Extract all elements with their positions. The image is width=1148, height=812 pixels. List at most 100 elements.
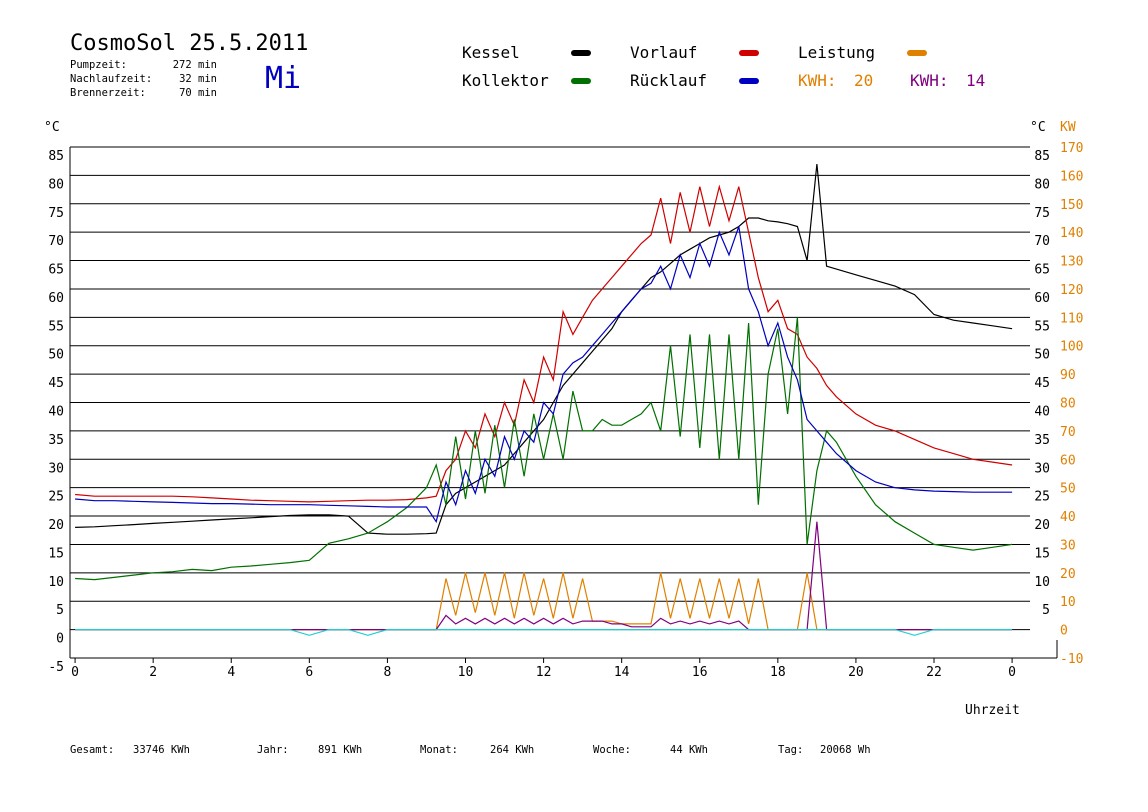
kwh-label: KWH: — [910, 71, 949, 90]
y-right-tick-label: 80 — [1034, 177, 1050, 192]
x-tick-label: 16 — [692, 665, 708, 680]
x-tick-label: 0 — [1008, 665, 1016, 680]
y-tick-label: 25 — [48, 490, 64, 505]
x-tick-label: 18 — [770, 665, 786, 680]
y-tick-label: 70 — [48, 234, 64, 249]
y-tick-label: 45 — [48, 376, 64, 391]
y-tick-label: 80 — [48, 177, 64, 192]
stat-value: 272 min — [173, 59, 217, 71]
series-line — [75, 317, 1013, 581]
legend-label: Kessel — [462, 43, 520, 62]
legend-label: Vorlauf — [630, 43, 697, 62]
y2-tick-label: 90 — [1060, 368, 1076, 383]
y-tick-label: 50 — [48, 348, 64, 363]
y-tick-label: 35 — [48, 433, 64, 448]
y2-tick-label: 0 — [1060, 624, 1068, 639]
footer-value: 891 KWh — [318, 744, 362, 756]
y-right-tick-label: 25 — [1034, 490, 1050, 505]
y-tick-label: 85 — [48, 149, 64, 164]
y-tick-label: 10 — [48, 575, 64, 590]
y-right-tick-label: 65 — [1034, 263, 1050, 278]
stat-value: 70 min — [179, 87, 217, 99]
y-tick-label: -5 — [48, 660, 64, 675]
y2-tick-label: 40 — [1060, 510, 1076, 525]
y2-tick-label: -10 — [1060, 652, 1083, 667]
y2-tick-label: 110 — [1060, 311, 1083, 326]
footer-label: Gesamt: — [70, 744, 114, 756]
x-tick-label: 12 — [536, 665, 552, 680]
y2-tick-label: 70 — [1060, 425, 1076, 440]
y-right-tick-label: 50 — [1034, 348, 1050, 363]
y-tick-label: 55 — [48, 319, 64, 334]
x-tick-label: 0 — [71, 665, 79, 680]
y-right-tick-label: 5 — [1042, 603, 1050, 618]
stat-value: 32 min — [179, 73, 217, 85]
y-right-tick-label: 40 — [1034, 405, 1050, 420]
x-tick-label: 20 — [848, 665, 864, 680]
legend-label: Rücklauf — [630, 71, 707, 90]
footer-label: Jahr: — [257, 744, 289, 756]
x-tick-label: 10 — [458, 665, 474, 680]
y-tick-label: 65 — [48, 263, 64, 278]
footer-value: 264 KWh — [490, 744, 534, 756]
footer-label: Woche: — [593, 744, 631, 756]
y-tick-label: 20 — [48, 518, 64, 533]
series-line — [75, 226, 1013, 524]
y2-tick-label: 60 — [1060, 453, 1076, 468]
footer-value: 33746 KWh — [133, 744, 190, 756]
y-right-tick-label: 30 — [1034, 461, 1050, 476]
y-tick-label: 40 — [48, 405, 64, 420]
y2-tick-label: 170 — [1060, 141, 1083, 156]
legend-label: Leistung — [798, 43, 875, 62]
stat-label: Brennerzeit: — [70, 87, 146, 99]
series-line — [75, 521, 1013, 631]
x-tick-label: 22 — [926, 665, 942, 680]
x-tick-label: 4 — [227, 665, 235, 680]
x-tick-label: 14 — [614, 665, 630, 680]
y2-tick-label: 50 — [1060, 482, 1076, 497]
y-tick-label: 0 — [56, 632, 64, 647]
y-tick-label: 30 — [48, 461, 64, 476]
y2-tick-label: 140 — [1060, 226, 1083, 241]
footer-value: 44 KWh — [670, 744, 708, 756]
y2-axis-label: KW — [1060, 120, 1076, 135]
y2-tick-label: 120 — [1060, 283, 1083, 298]
y-tick-label: 15 — [48, 546, 64, 561]
y-right-tick-label: 10 — [1034, 575, 1050, 590]
y2-tick-label: 10 — [1060, 595, 1076, 610]
y-right-tick-label: 55 — [1034, 319, 1050, 334]
y-axis-label-right: °C — [1030, 120, 1046, 135]
series-line — [75, 163, 1013, 535]
footer-label: Tag: — [778, 744, 803, 756]
x-tick-label: 8 — [384, 665, 392, 680]
legend-label: Kollektor — [462, 71, 549, 90]
kwh-value: 14 — [966, 71, 985, 90]
stat-label: Nachlaufzeit: — [70, 73, 152, 85]
y-axis-label: °C — [44, 120, 60, 135]
y2-tick-label: 20 — [1060, 567, 1076, 582]
x-tick-label: 6 — [305, 665, 313, 680]
y2-tick-label: 100 — [1060, 340, 1083, 355]
stat-label: Pumpzeit: — [70, 59, 127, 71]
kwh-label: KWH: — [798, 71, 837, 90]
weekday: Mi — [265, 61, 301, 96]
footer-value: 20068 Wh — [820, 744, 871, 756]
y-tick-label: 5 — [56, 603, 64, 618]
y2-tick-label: 130 — [1060, 255, 1083, 270]
y2-tick-label: 80 — [1060, 397, 1076, 412]
chart-title: CosmoSol 25.5.2011 — [70, 31, 308, 56]
y-right-tick-label: 85 — [1034, 149, 1050, 164]
y2-tick-label: 150 — [1060, 198, 1083, 213]
x-axis-label: Uhrzeit — [965, 703, 1020, 718]
y-right-tick-label: 15 — [1034, 546, 1050, 561]
y-tick-label: 60 — [48, 291, 64, 306]
y2-tick-label: 160 — [1060, 169, 1083, 184]
y-tick-label: 75 — [48, 206, 64, 221]
kwh-value: 20 — [854, 71, 873, 90]
x-tick-label: 2 — [149, 665, 157, 680]
y-right-tick-label: 60 — [1034, 291, 1050, 306]
footer-label: Monat: — [420, 744, 458, 756]
series-line — [75, 184, 1013, 503]
y2-tick-label: 30 — [1060, 538, 1076, 553]
